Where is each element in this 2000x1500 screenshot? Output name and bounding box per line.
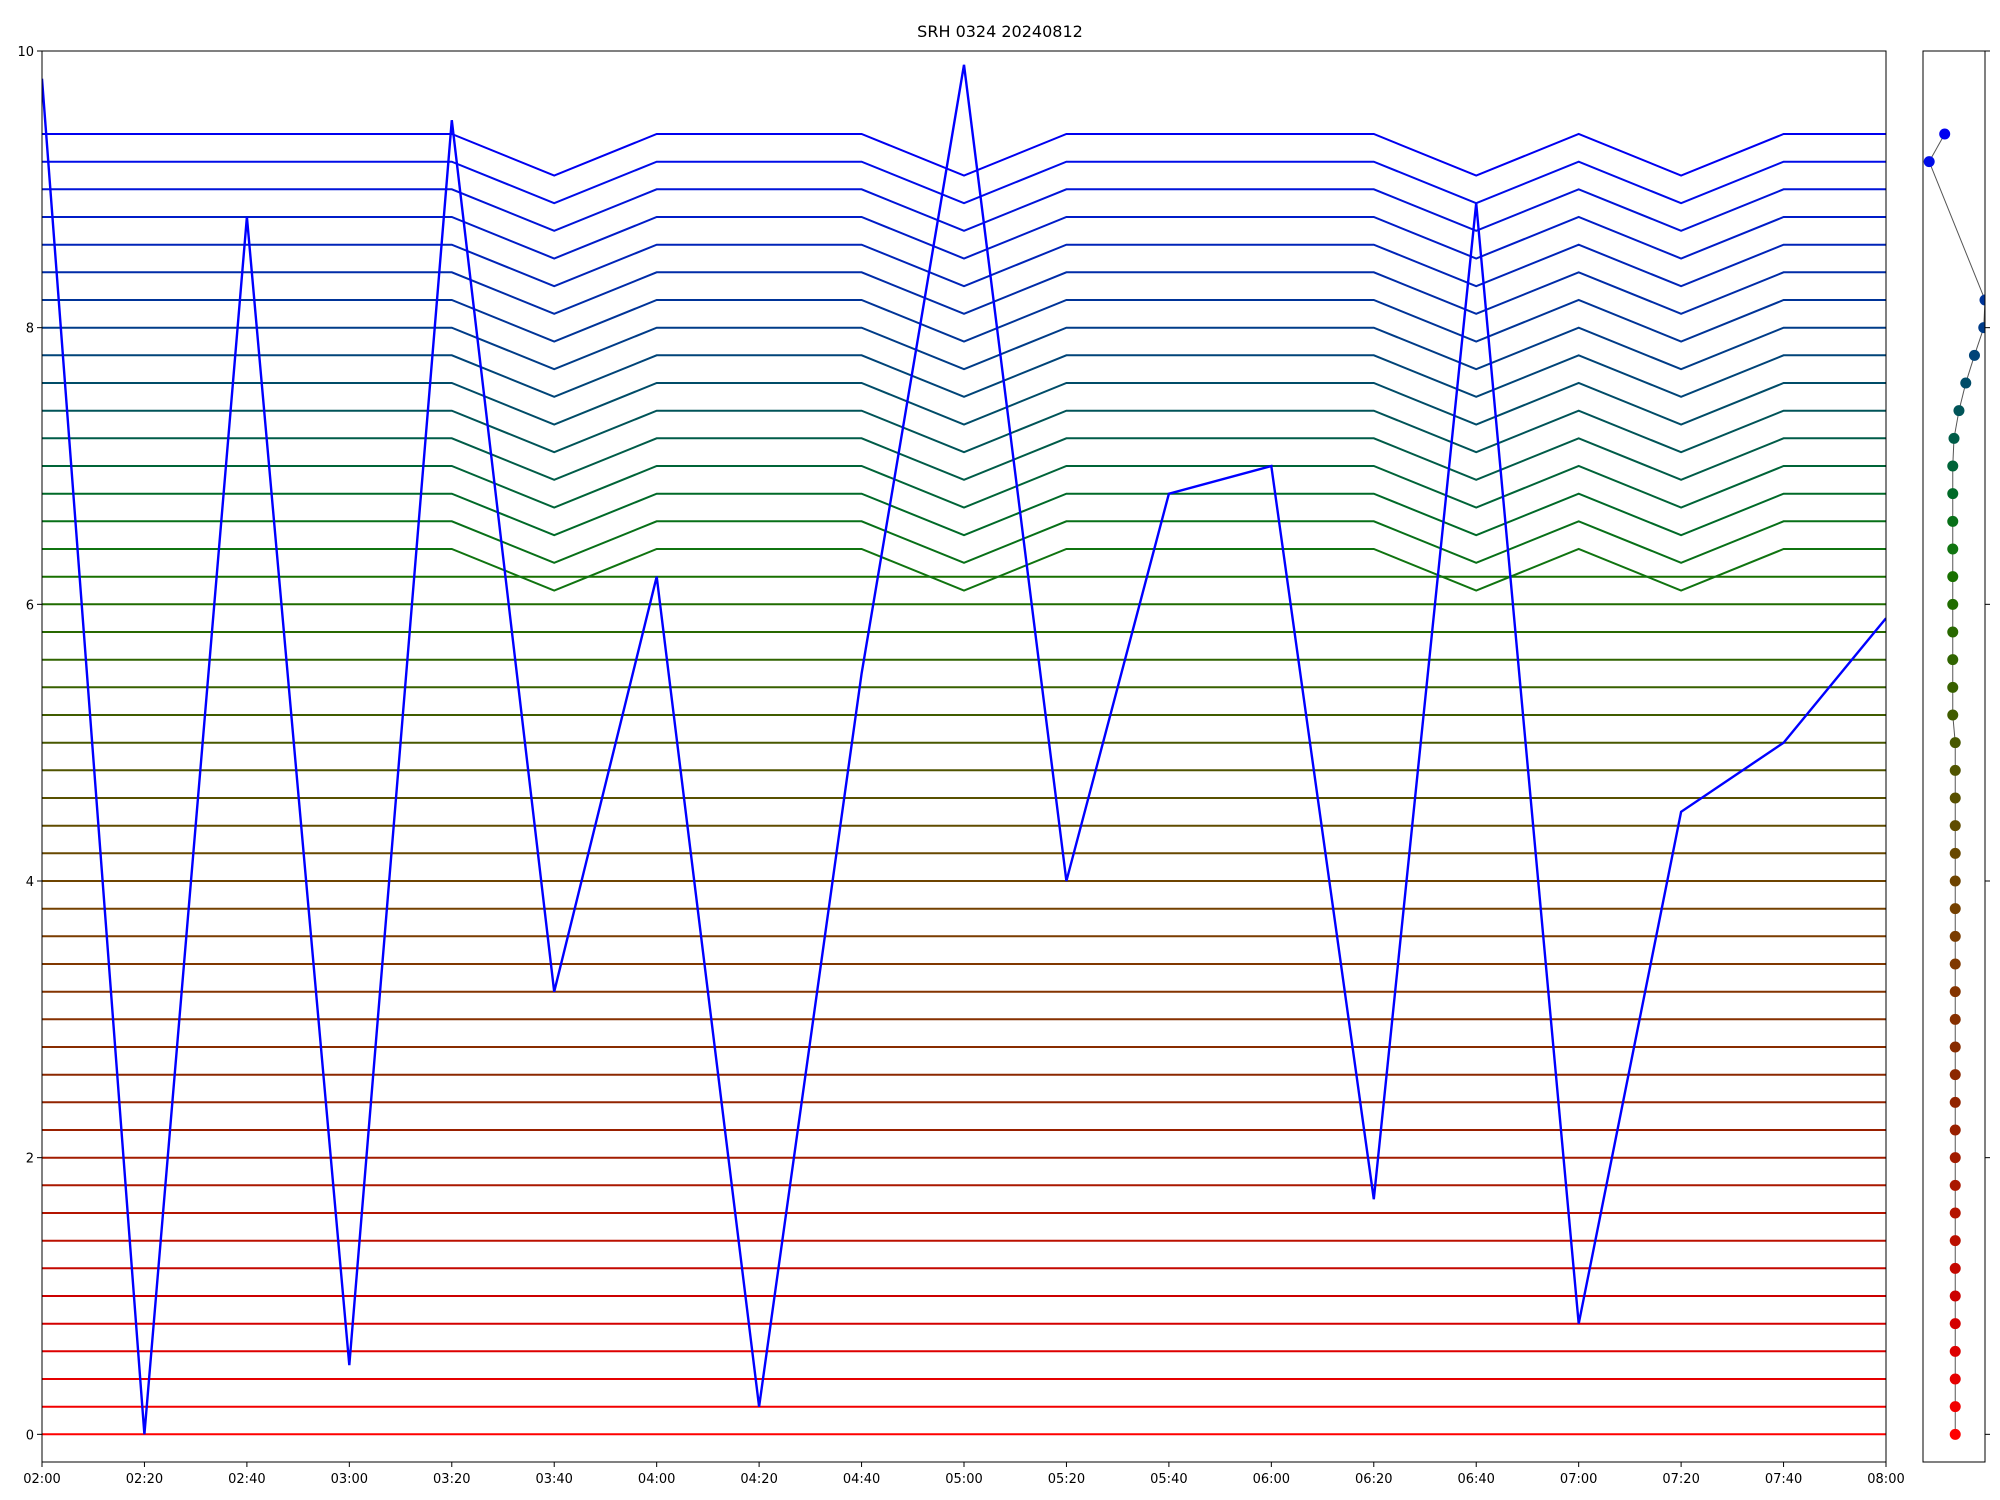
side-plot-area xyxy=(1923,128,1985,1440)
y-tick-label: 8 xyxy=(26,322,34,337)
y-tick-label: 0 xyxy=(26,1428,34,1443)
point xyxy=(1968,349,1980,361)
point xyxy=(1949,1207,1961,1219)
point xyxy=(1949,1096,1961,1108)
x-tick-label: 07:40 xyxy=(1765,1472,1802,1487)
x-tick-label: 07:20 xyxy=(1662,1472,1699,1487)
plot-area xyxy=(42,64,1886,1436)
point xyxy=(1949,1428,1961,1440)
point xyxy=(1978,322,1985,334)
point xyxy=(1949,1318,1961,1330)
trace-line xyxy=(42,381,1886,426)
x-tick-label: 06:00 xyxy=(1253,1472,1290,1487)
point xyxy=(1949,1401,1961,1413)
point xyxy=(1947,626,1959,638)
x-tick-label: 05:40 xyxy=(1150,1472,1187,1487)
point xyxy=(1949,1345,1961,1357)
point xyxy=(1949,1152,1961,1164)
x-tick-label: 07:00 xyxy=(1560,1472,1597,1487)
point xyxy=(1939,128,1951,140)
x-tick-label: 06:40 xyxy=(1457,1472,1494,1487)
x-tick-label: 02:00 xyxy=(23,1472,60,1487)
x-tick-label: 04:40 xyxy=(843,1472,880,1487)
trace-line xyxy=(42,547,1886,592)
point xyxy=(1949,1124,1961,1136)
trace-line xyxy=(42,188,1886,232)
point xyxy=(1947,681,1959,693)
point xyxy=(1947,515,1959,527)
point xyxy=(1949,986,1961,998)
point xyxy=(1947,543,1959,555)
x-tick-label: 06:20 xyxy=(1355,1472,1392,1487)
point xyxy=(1949,847,1961,859)
x-tick-label: 04:20 xyxy=(740,1472,777,1487)
point xyxy=(1949,1262,1961,1274)
x-tick-label: 03:00 xyxy=(331,1472,368,1487)
point xyxy=(1949,1373,1961,1385)
trace-line xyxy=(42,271,1886,315)
y-tick-label: 10 xyxy=(17,45,34,60)
side-axes-frame xyxy=(1922,50,1986,1463)
point xyxy=(1949,1041,1961,1053)
y-tick-label: 6 xyxy=(26,598,34,613)
point xyxy=(1949,875,1961,887)
point xyxy=(1949,958,1961,970)
trace-line xyxy=(42,437,1886,481)
trace-line xyxy=(42,354,1886,398)
connector xyxy=(1928,161,1985,301)
x-tick-label: 05:00 xyxy=(945,1472,982,1487)
point xyxy=(1947,488,1959,500)
trace-line xyxy=(42,160,1886,205)
point xyxy=(1923,156,1935,168)
trace-line xyxy=(42,520,1886,564)
trace-line xyxy=(42,64,1886,1435)
y-tick-label: 4 xyxy=(26,875,34,890)
point xyxy=(1949,1290,1961,1302)
x-tick-label: 03:40 xyxy=(535,1472,572,1487)
x-tick-label: 05:20 xyxy=(1048,1472,1085,1487)
point xyxy=(1949,820,1961,832)
trace-line xyxy=(42,243,1886,288)
point xyxy=(1960,377,1972,389)
trace-line xyxy=(42,409,1886,454)
x-tick-label: 02:20 xyxy=(126,1472,163,1487)
x-tick-label: 04:00 xyxy=(638,1472,675,1487)
x-tick-label: 03:20 xyxy=(433,1472,470,1487)
point xyxy=(1947,460,1959,472)
trace-line xyxy=(42,464,1886,509)
x-tick-label: 08:00 xyxy=(1867,1472,1904,1487)
trace-line xyxy=(42,132,1886,177)
point xyxy=(1947,709,1959,721)
chart-title: SRH 0324 20240812 xyxy=(917,22,1083,41)
y-tick-label: 2 xyxy=(26,1152,34,1167)
point xyxy=(1949,792,1961,804)
point xyxy=(1949,764,1961,776)
trace-line xyxy=(42,492,1886,537)
point xyxy=(1949,1013,1961,1025)
point xyxy=(1949,1179,1961,1191)
x-tick-label: 02:40 xyxy=(228,1472,265,1487)
point xyxy=(1947,654,1959,666)
trace-line xyxy=(42,326,1886,371)
trace-line xyxy=(42,298,1886,343)
point xyxy=(1979,294,1985,306)
trace-line xyxy=(42,215,1886,260)
point xyxy=(1953,405,1965,417)
point xyxy=(1947,598,1959,610)
point xyxy=(1949,1069,1961,1081)
point xyxy=(1949,737,1961,749)
point xyxy=(1949,930,1961,942)
point xyxy=(1947,571,1959,583)
point xyxy=(1948,432,1960,444)
point xyxy=(1949,1235,1961,1247)
point xyxy=(1949,903,1961,915)
